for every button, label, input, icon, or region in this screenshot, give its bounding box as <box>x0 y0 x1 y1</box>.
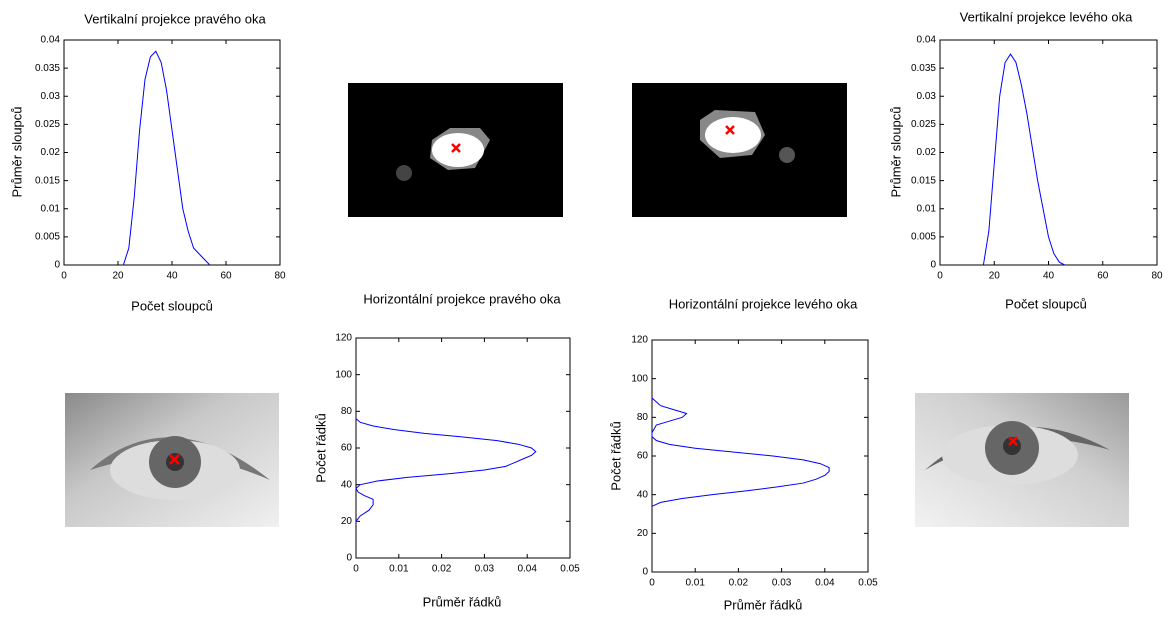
y-tick-label: 60 <box>637 451 649 462</box>
x-tick-label: 0 <box>649 578 655 589</box>
blob-image-left <box>632 83 847 217</box>
plot-frame <box>651 339 869 573</box>
chart-title: Vertikalní projekce pravého oka <box>84 11 266 26</box>
y-tick-label: 0 <box>930 260 936 271</box>
y-tick-label: 0 <box>642 567 648 578</box>
y-tick-label: 0 <box>54 260 60 271</box>
data-line <box>355 418 537 522</box>
x-tick-label: 40 <box>166 271 178 282</box>
y-axis-label: Počet řádků <box>608 421 623 490</box>
data-line <box>982 53 1066 266</box>
y-tick-label: 120 <box>631 335 648 346</box>
x-tick-label: 0.05 <box>560 564 580 575</box>
y-tick-label: 100 <box>335 369 352 380</box>
y-tick-label: 0.005 <box>35 232 60 243</box>
x-tick-label: 0.04 <box>517 564 537 575</box>
y-tick-label: 0.015 <box>911 175 936 186</box>
plot-frame <box>355 337 571 559</box>
x-tick-label: 60 <box>220 271 232 282</box>
x-tick-label: 0.01 <box>389 564 409 575</box>
x-axis-label: Průměr řádků <box>724 597 803 612</box>
x-tick-label: 20 <box>112 271 124 282</box>
y-tick-label: 0.035 <box>35 63 60 74</box>
y-tick-label: 20 <box>637 528 649 539</box>
x-tick-label: 40 <box>1043 271 1055 282</box>
y-tick-label: 100 <box>631 373 648 384</box>
y-tick-label: 120 <box>335 333 352 344</box>
x-tick-label: 80 <box>1151 271 1163 282</box>
x-tick-label: 0.05 <box>858 578 878 589</box>
x-tick-label: 0.01 <box>685 578 705 589</box>
x-axis-label: Průměr řádků <box>423 594 502 609</box>
plot-frame <box>63 39 281 266</box>
x-tick-label: 0.03 <box>772 578 792 589</box>
y-tick-label: 80 <box>341 406 353 417</box>
y-tick-label: 0.025 <box>911 119 936 130</box>
y-tick-label: 0.01 <box>41 203 61 214</box>
y-tick-label: 0.02 <box>41 147 61 158</box>
y-tick-label: 0.025 <box>35 119 60 130</box>
y-axis-label: Průměr sloupců <box>888 106 903 197</box>
y-tick-label: 40 <box>341 479 353 490</box>
y-tick-label: 60 <box>341 443 353 454</box>
x-tick-label: 0.03 <box>475 564 495 575</box>
chart-title: Horizontální projekce levého oka <box>669 296 858 311</box>
eye-photo-right <box>65 393 279 527</box>
eye-photo-left <box>915 393 1129 527</box>
y-tick-label: 0.03 <box>41 91 61 102</box>
y-tick-label: 0.005 <box>911 232 936 243</box>
x-tick-label: 0.04 <box>815 578 835 589</box>
x-tick-label: 0 <box>353 564 359 575</box>
chart-title: Vertikalní projekce levého oka <box>960 9 1133 24</box>
y-tick-label: 0.01 <box>917 203 937 214</box>
y-tick-label: 40 <box>637 489 649 500</box>
x-tick-label: 0 <box>937 271 943 282</box>
y-tick-label: 0.04 <box>917 35 937 46</box>
data-line <box>651 397 830 507</box>
blob-image-right <box>348 83 563 217</box>
y-tick-label: 0.035 <box>911 63 936 74</box>
y-tick-label: 0 <box>346 553 352 564</box>
x-tick-label: 0 <box>61 271 67 282</box>
chart-title: Horizontální projekce pravého oka <box>363 291 561 306</box>
x-axis-label: Počet sloupců <box>131 298 213 313</box>
data-line <box>122 50 211 266</box>
x-tick-label: 0.02 <box>432 564 452 575</box>
y-axis-label: Počet řádků <box>313 413 328 482</box>
x-tick-label: 60 <box>1097 271 1109 282</box>
y-tick-label: 0.015 <box>35 175 60 186</box>
y-tick-label: 80 <box>637 412 649 423</box>
plot-frame <box>939 39 1158 266</box>
y-tick-label: 0.03 <box>917 91 937 102</box>
x-tick-label: 80 <box>274 271 286 282</box>
y-axis-label: Průměr sloupců <box>9 106 24 197</box>
x-axis-label: Počet sloupců <box>1005 296 1087 311</box>
y-tick-label: 20 <box>341 516 353 527</box>
x-tick-label: 0.02 <box>729 578 749 589</box>
y-tick-label: 0.04 <box>41 35 61 46</box>
x-tick-label: 20 <box>989 271 1001 282</box>
y-tick-label: 0.02 <box>917 147 937 158</box>
